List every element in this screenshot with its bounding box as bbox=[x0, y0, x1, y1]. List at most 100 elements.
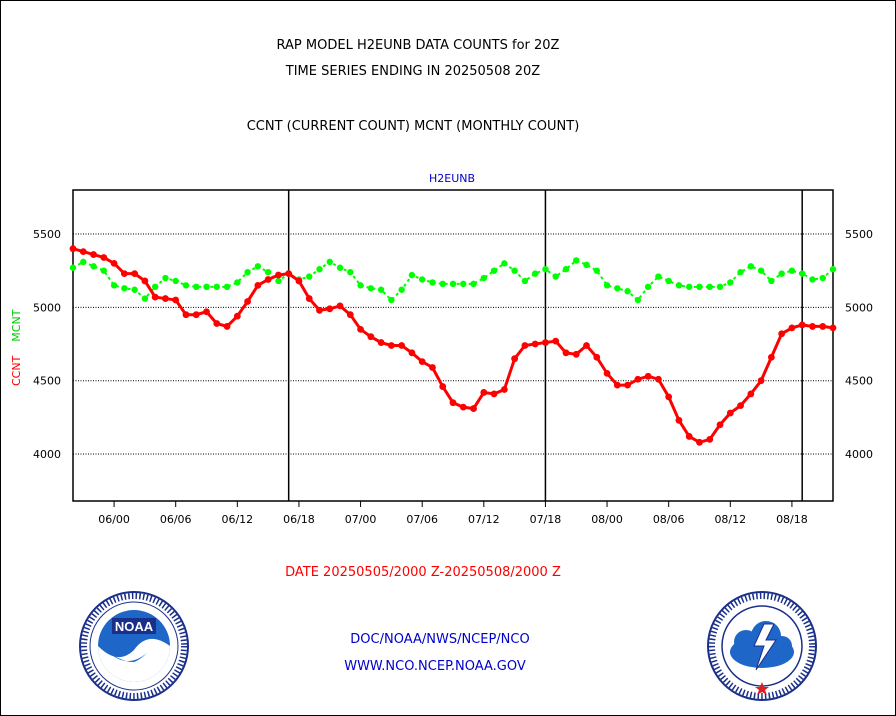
ccnt-data-point bbox=[326, 305, 334, 313]
mcnt-data-point bbox=[306, 273, 313, 280]
ccnt-data-point bbox=[552, 337, 560, 345]
mcnt-data-point bbox=[336, 264, 344, 271]
y-tick-label-right: 4500 bbox=[845, 375, 873, 388]
y-tick-label-left: 4500 bbox=[33, 375, 61, 388]
mcnt-data-point bbox=[542, 266, 549, 273]
ccnt-data-point bbox=[603, 369, 611, 377]
mcnt-data-point bbox=[388, 296, 395, 304]
ccnt-data-point bbox=[90, 251, 97, 258]
mcnt-data-point bbox=[470, 280, 477, 288]
ccnt-series-line bbox=[72, 247, 834, 444]
ccnt-data-point bbox=[737, 402, 744, 410]
ccnt-data-point bbox=[572, 350, 580, 358]
mcnt-data-point bbox=[234, 279, 241, 286]
mcnt-data-point bbox=[182, 282, 190, 289]
ccnt-data-point bbox=[767, 353, 775, 361]
ccnt-data-point bbox=[706, 435, 714, 443]
chart-subtitle: TIME SERIES ENDING IN 20250508 20Z bbox=[285, 64, 541, 79]
ccnt-data-point bbox=[79, 248, 87, 256]
ccnt-data-point bbox=[809, 323, 816, 330]
mcnt-data-point bbox=[829, 266, 837, 273]
mcnt-data-point bbox=[706, 283, 713, 291]
plot-area bbox=[72, 189, 834, 502]
mcnt-data-point bbox=[747, 263, 755, 270]
ccnt-data-point bbox=[141, 277, 149, 285]
mcnt-data-point bbox=[573, 257, 580, 264]
mcnt-data-point bbox=[69, 264, 77, 271]
ccnt-data-point bbox=[634, 375, 642, 383]
mcnt-data-point bbox=[655, 273, 662, 280]
mcnt-data-point bbox=[80, 258, 87, 266]
ccnt-data-point bbox=[685, 433, 693, 440]
mcnt-data-point bbox=[562, 266, 570, 273]
ccnt-data-point bbox=[665, 393, 673, 401]
ccnt-data-point bbox=[418, 358, 426, 366]
ccnt-data-point bbox=[449, 399, 457, 407]
mcnt-data-point bbox=[778, 270, 785, 277]
mcnt-series-line bbox=[72, 259, 834, 302]
mcnt-data-point bbox=[254, 263, 262, 270]
mcnt-data-point bbox=[614, 285, 621, 292]
ccnt-data-point bbox=[490, 390, 498, 398]
ccnt-data-point bbox=[521, 342, 529, 349]
ccnt-data-point bbox=[819, 323, 827, 330]
x-tick-label: 08/12 bbox=[714, 513, 746, 526]
ccnt-data-point bbox=[757, 377, 765, 385]
mcnt-data-point bbox=[357, 282, 364, 289]
mcnt-data-point bbox=[716, 283, 724, 291]
ccnt-data-point bbox=[459, 403, 467, 411]
mcnt-data-point bbox=[131, 286, 138, 293]
mcnt-data-point bbox=[809, 276, 816, 283]
mcnt-data-point bbox=[552, 273, 559, 280]
ccnt-data-point bbox=[593, 353, 601, 361]
ccnt-data-point bbox=[470, 405, 477, 412]
ccnt-data-point bbox=[542, 339, 549, 346]
mcnt-data-point bbox=[347, 268, 354, 276]
ccnt-data-point bbox=[244, 298, 251, 305]
mcnt-data-point bbox=[819, 274, 826, 282]
x-tick-label: 08/06 bbox=[653, 513, 685, 526]
y-tick-label-right: 5500 bbox=[845, 228, 873, 241]
ccnt-data-point bbox=[562, 349, 570, 357]
doc-link[interactable]: DOC/NOAA/NWS/NCEP/NCO bbox=[350, 632, 530, 647]
mcnt-data-point bbox=[696, 283, 703, 291]
ccnt-data-point bbox=[387, 342, 395, 349]
ccnt-data-point bbox=[223, 323, 231, 330]
mcnt-data-point bbox=[501, 260, 508, 267]
ccnt-data-point bbox=[203, 308, 210, 316]
mcnt-data-point bbox=[768, 277, 775, 285]
ccnt-data-point bbox=[398, 342, 406, 349]
mcnt-data-point bbox=[398, 286, 405, 293]
x-tick-label: 06/18 bbox=[283, 513, 315, 526]
ccnt-data-point bbox=[655, 375, 662, 383]
mcnt-data-point bbox=[511, 267, 518, 274]
mcnt-data-point bbox=[686, 283, 693, 291]
x-tick-label: 07/12 bbox=[468, 513, 500, 526]
mcnt-data-point bbox=[798, 270, 806, 277]
mcnt-data-point bbox=[644, 283, 652, 291]
mcnt-data-point bbox=[223, 283, 231, 291]
y-tick-label-right: 5000 bbox=[845, 301, 873, 314]
ccnt-data-point bbox=[829, 324, 837, 332]
ccnt-data-point bbox=[316, 306, 323, 314]
mcnt-data-point bbox=[449, 280, 457, 288]
website-link[interactable]: WWW.NCO.NCEP.NOAA.GOV bbox=[344, 659, 526, 674]
ccnt-data-point bbox=[367, 333, 375, 341]
ccnt-data-point bbox=[151, 293, 159, 301]
ccnt-data-point bbox=[110, 259, 118, 267]
ccnt-data-point bbox=[408, 349, 416, 357]
ccnt-data-point bbox=[275, 271, 282, 279]
mcnt-data-point bbox=[490, 267, 498, 274]
x-tick-label: 08/00 bbox=[591, 513, 623, 526]
mcnt-data-point bbox=[634, 296, 642, 304]
ccnt-data-point bbox=[377, 339, 385, 346]
mcnt-data-point bbox=[275, 277, 282, 285]
ccnt-data-point bbox=[675, 416, 683, 424]
ccnt-data-point bbox=[788, 324, 796, 332]
ccnt-data-point bbox=[798, 321, 806, 329]
mcnt-data-point bbox=[244, 268, 251, 276]
nws-logo bbox=[707, 591, 817, 701]
ccnt-data-point bbox=[336, 302, 344, 310]
x-tick-label: 06/12 bbox=[221, 513, 253, 526]
